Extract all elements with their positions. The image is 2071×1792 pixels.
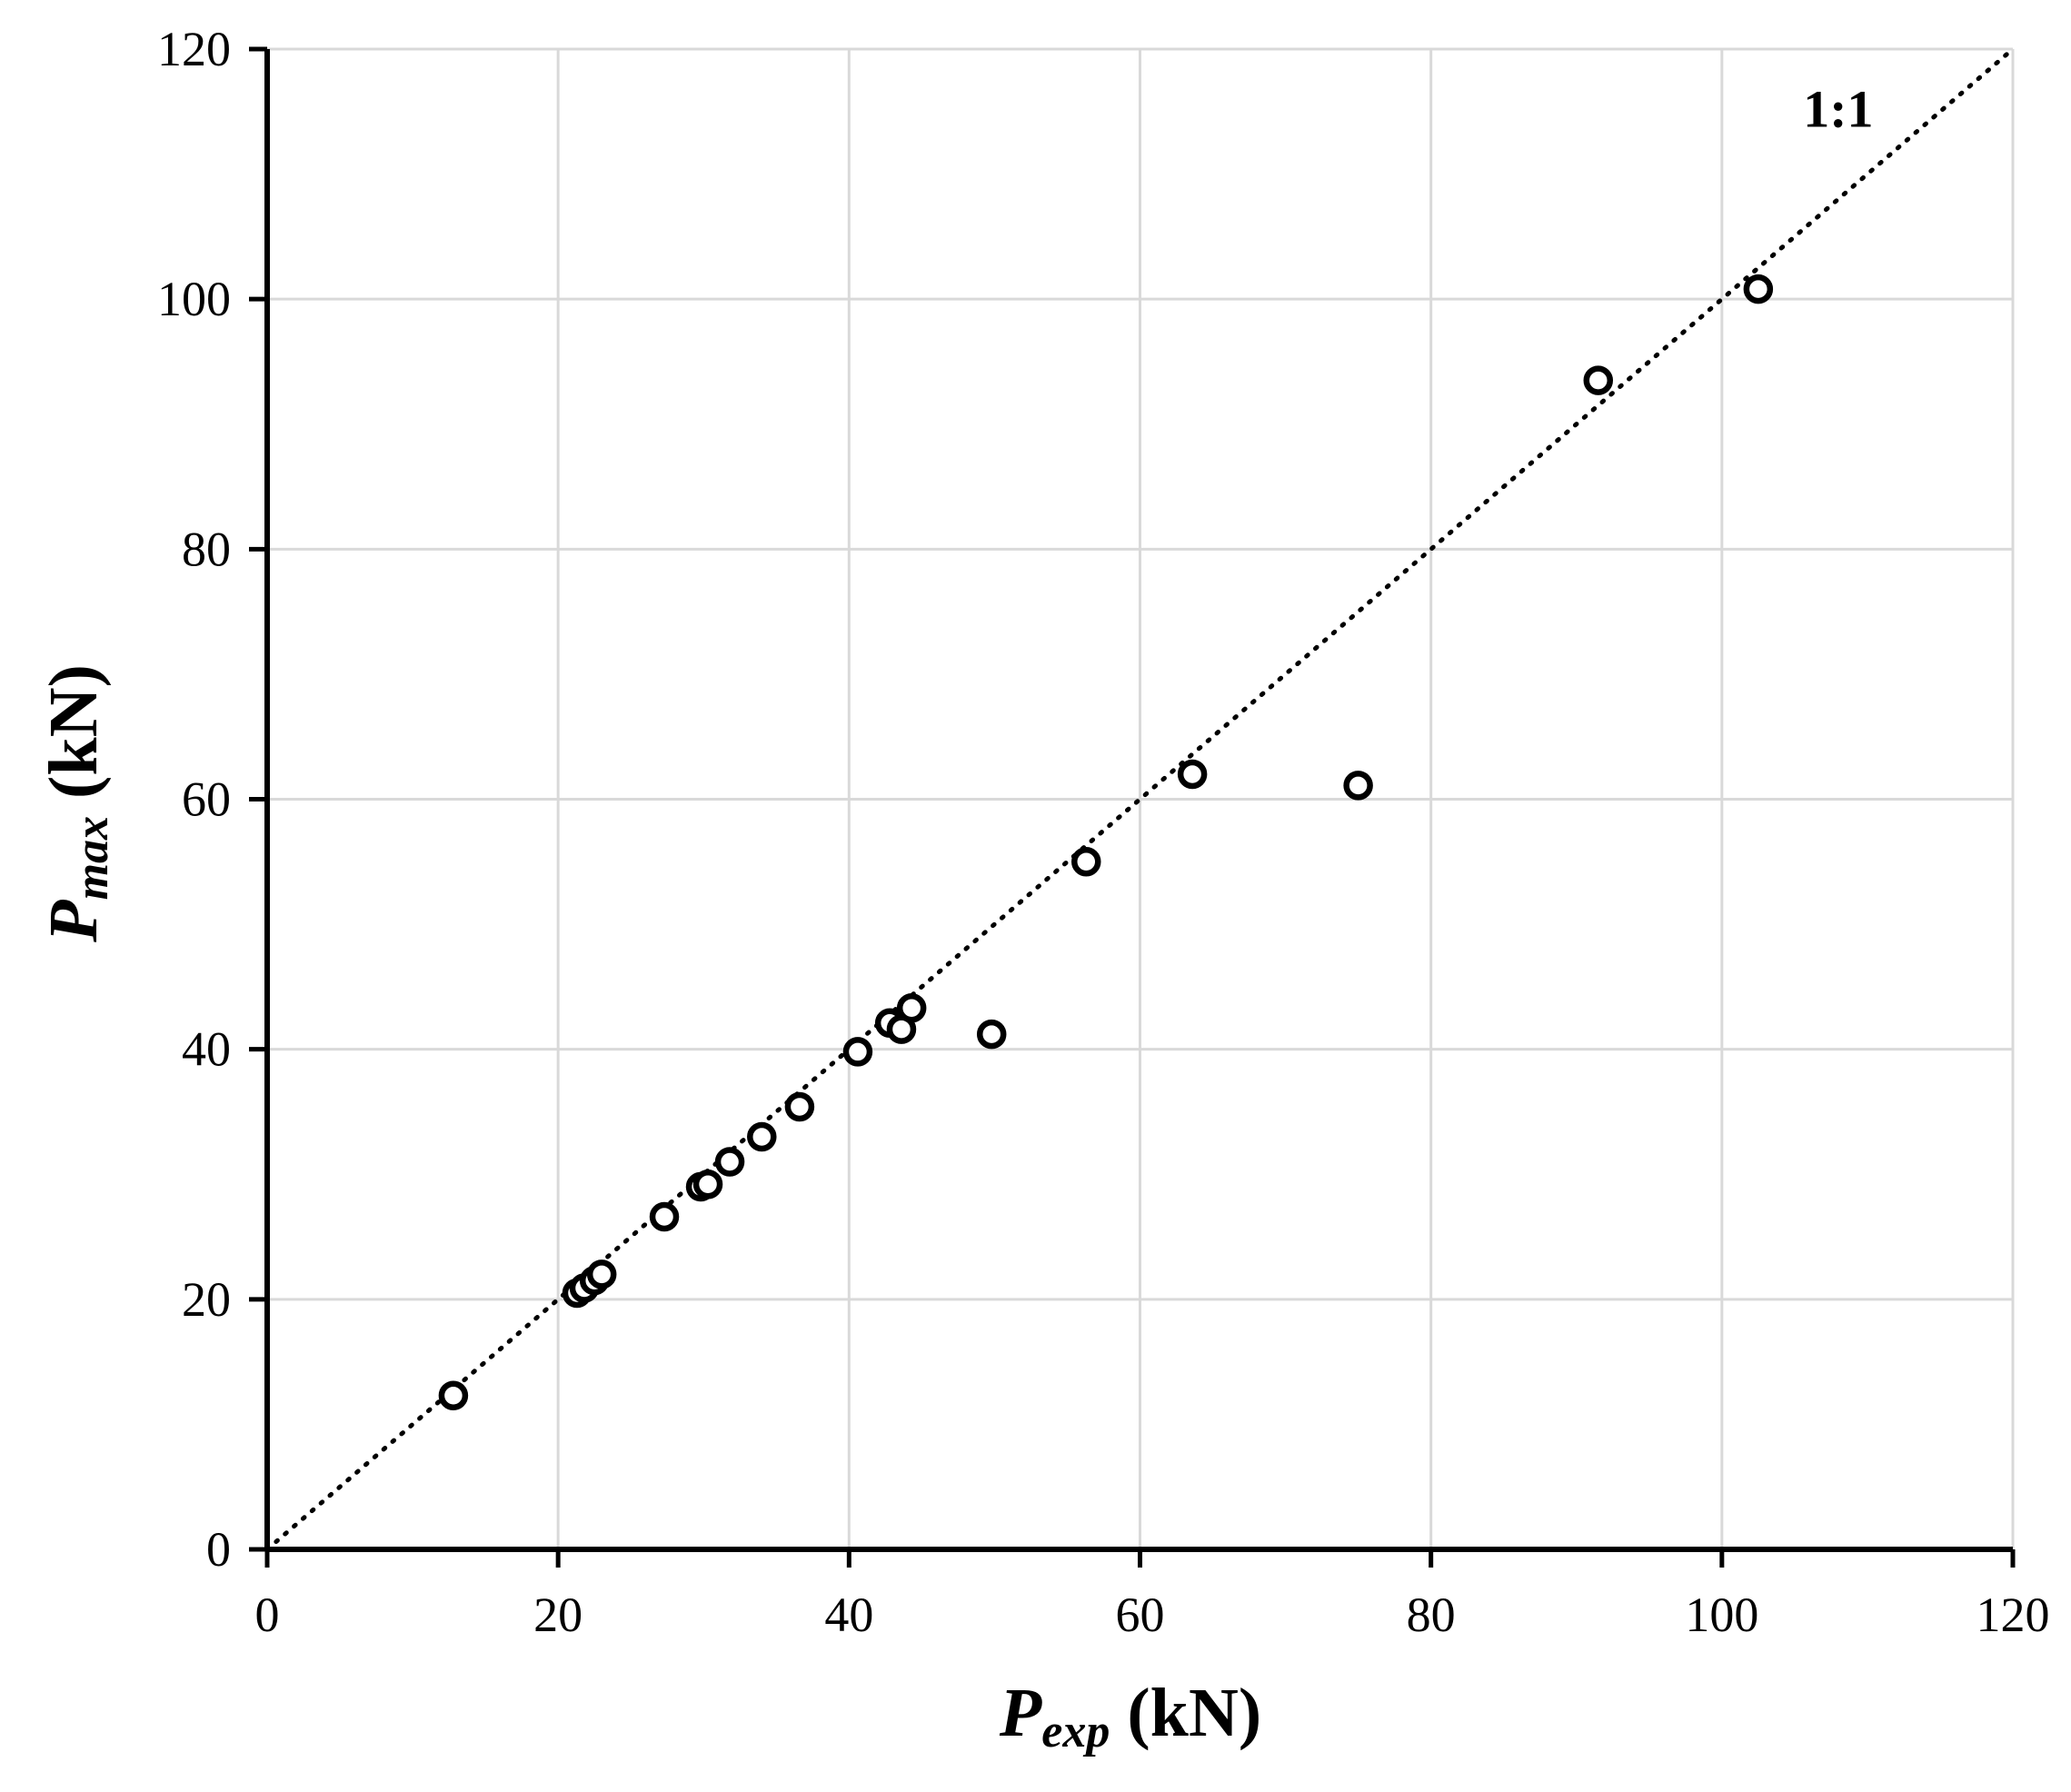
data-point — [842, 1037, 873, 1067]
y-tick-label: 20 — [182, 1272, 231, 1327]
data-point — [976, 1019, 1007, 1050]
data-point — [1177, 759, 1208, 790]
data-point — [438, 1380, 469, 1411]
y-tick-label: 40 — [182, 1022, 231, 1077]
x-tick-label: 40 — [824, 1588, 873, 1642]
y-axis-unit: (kN) — [35, 664, 112, 816]
data-point — [896, 993, 927, 1023]
y-tick-labels: 0 20 40 60 80 100 120 — [157, 22, 231, 1577]
y-tick-label: 60 — [182, 772, 231, 827]
x-axis-unit: (kN) — [1110, 1675, 1261, 1751]
grid-lines — [267, 47, 2015, 1549]
x-tick-label: 120 — [1976, 1588, 2050, 1642]
x-tick-label: 20 — [533, 1588, 582, 1642]
x-tick-label: 100 — [1685, 1588, 1758, 1642]
data-point — [586, 1259, 617, 1289]
data-point — [1343, 771, 1373, 801]
axes — [249, 46, 2016, 1568]
y-tick-label: 80 — [182, 522, 231, 576]
reference-line-label: 1:1 — [1803, 79, 1873, 138]
x-tick-label: 0 — [255, 1588, 280, 1642]
data-point — [692, 1170, 723, 1200]
data-point — [784, 1091, 815, 1122]
x-tick-label: 80 — [1407, 1588, 1456, 1642]
x-tick-labels: 0 20 40 60 80 100 120 — [255, 1588, 2050, 1642]
x-axis-subscript: exp — [1041, 1706, 1110, 1757]
y-axis-subscript: max — [66, 816, 118, 900]
data-point — [1743, 274, 1774, 304]
data-point — [649, 1201, 680, 1232]
y-axis-symbol: P — [35, 900, 112, 943]
y-tick-label: 120 — [157, 22, 231, 76]
data-point — [1071, 847, 1101, 877]
y-tick-label: 0 — [206, 1522, 231, 1577]
x-tick-label: 60 — [1116, 1588, 1165, 1642]
data-point — [747, 1121, 777, 1152]
x-axis-title: Pexp (kN) — [999, 1675, 1261, 1757]
data-point — [714, 1147, 745, 1177]
y-tick-label: 100 — [157, 272, 231, 326]
x-axis-symbol: P — [999, 1675, 1042, 1751]
y-axis-title: Pmax (kN) — [35, 664, 118, 943]
data-point — [1583, 365, 1614, 395]
data-points — [438, 274, 1774, 1411]
